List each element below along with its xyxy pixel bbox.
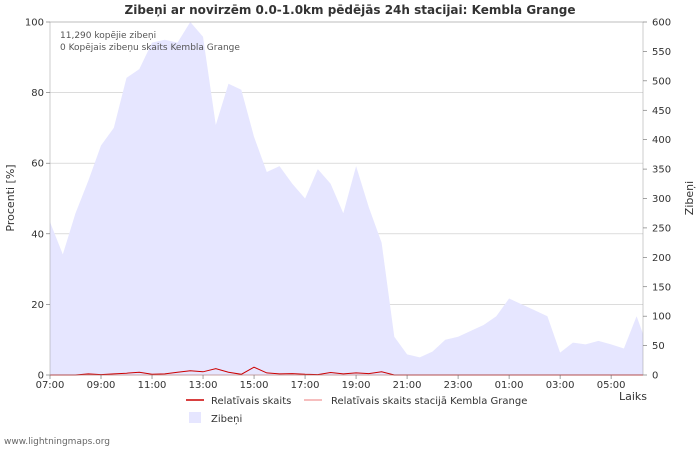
- x-tick-label-7: 21:00: [393, 380, 422, 391]
- left-tick-label-20: 20: [31, 300, 44, 311]
- left-tick-label-0: 0: [38, 371, 44, 382]
- right-tick-label-600: 600: [652, 18, 671, 29]
- legend-label-zibeni: Zibeņi: [211, 414, 242, 425]
- right-axis-label: Zibeņi: [683, 181, 696, 215]
- legend-swatch-zibeni: [189, 412, 201, 423]
- left-axis-label: Procenti [%]: [4, 164, 17, 231]
- right-tick-label-250: 250: [652, 223, 671, 234]
- chart-title: Zibeņi ar novirzēm 0.0-1.0km pēdējās 24h…: [125, 3, 576, 17]
- x-axis-ticks: 07:00 09:00 11:00 13:00 15:00 17:00 19:00 21:00…: [36, 375, 626, 391]
- annotation-total-strikes: 11,290 kopējie zibeņi: [60, 31, 156, 41]
- right-tick-label-500: 500: [652, 76, 671, 87]
- zibeni-area-layer: [50, 22, 643, 375]
- x-tick-label-8: 23:00: [444, 380, 473, 391]
- left-axis-ticks: 0 20 40 60 80 100: [25, 18, 50, 382]
- footer-credit: www.lightningmaps.org: [4, 437, 110, 447]
- x-tick-label-10: 03:00: [546, 380, 575, 391]
- x-tick-label-0: 07:00: [36, 380, 65, 391]
- x-tick-label-1: 09:00: [87, 380, 116, 391]
- x-tick-label-6: 19:00: [342, 380, 371, 391]
- right-tick-label-200: 200: [652, 253, 671, 264]
- left-tick-label-100: 100: [25, 18, 44, 29]
- right-axis-ticks: 0 50 100 150 200 250 300 350 400 450 500 550 600: [643, 18, 671, 382]
- legend-label-relative-station: Relatīvais skaits stacijā Kembla Grange: [331, 396, 527, 407]
- x-tick-label-11: 05:00: [597, 380, 626, 391]
- annotation-station-strikes: 0 Kopējais zibeņu skaits Kembla Grange: [60, 43, 240, 53]
- right-tick-label-100: 100: [652, 312, 671, 323]
- right-tick-label-400: 400: [652, 135, 671, 146]
- legend: Relatīvais skaits Relatīvais skaits stac…: [186, 396, 527, 425]
- right-tick-label-0: 0: [652, 371, 658, 382]
- x-axis-label: Laiks: [619, 390, 647, 403]
- legend-label-relative: Relatīvais skaits: [211, 396, 291, 407]
- x-tick-label-9: 01:00: [495, 380, 524, 391]
- x-tick-label-3: 13:00: [189, 380, 218, 391]
- left-tick-label-60: 60: [31, 159, 44, 170]
- x-tick-label-5: 17:00: [291, 380, 320, 391]
- x-tick-label-4: 15:00: [240, 380, 269, 391]
- left-tick-label-80: 80: [31, 88, 44, 99]
- right-tick-label-150: 150: [652, 282, 671, 293]
- right-tick-label-50: 50: [652, 341, 665, 352]
- right-tick-label-300: 300: [652, 194, 671, 205]
- left-tick-label-40: 40: [31, 229, 44, 240]
- x-tick-label-2: 11:00: [138, 380, 167, 391]
- right-tick-label-450: 450: [652, 106, 671, 117]
- right-tick-label-350: 350: [652, 165, 671, 176]
- right-tick-label-550: 550: [652, 47, 671, 58]
- series-zibeni-area: [50, 22, 643, 375]
